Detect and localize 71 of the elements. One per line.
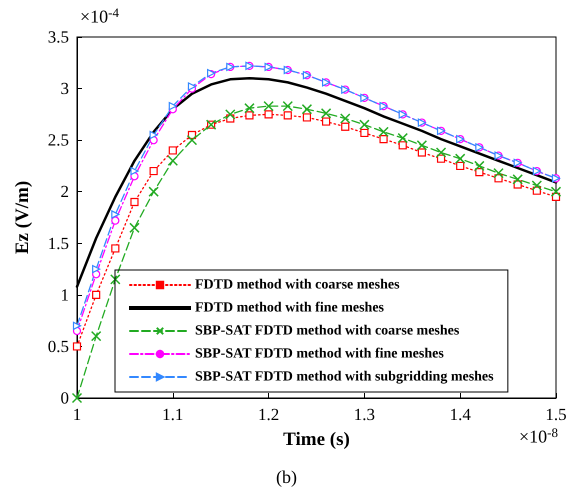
x-tick-label: 1.5 bbox=[545, 405, 567, 424]
point bbox=[436, 147, 446, 158]
point bbox=[90, 330, 102, 342]
point bbox=[284, 111, 292, 120]
point bbox=[148, 186, 159, 197]
text: (b) bbox=[276, 467, 297, 487]
point bbox=[168, 102, 177, 110]
y-tick-label: 3 bbox=[60, 79, 69, 98]
point bbox=[340, 113, 350, 124]
point bbox=[72, 342, 82, 351]
point bbox=[245, 111, 254, 120]
point bbox=[418, 148, 426, 157]
point bbox=[416, 140, 428, 151]
point bbox=[378, 126, 389, 138]
y-tick-label: 1 bbox=[60, 285, 69, 304]
x-tick-label: 1.4 bbox=[450, 405, 472, 424]
point bbox=[92, 264, 100, 274]
point bbox=[360, 128, 368, 138]
point bbox=[111, 216, 120, 225]
legend-label: SBP-SAT FDTD method with coarse meshes bbox=[195, 324, 460, 338]
point bbox=[186, 134, 198, 146]
point bbox=[398, 141, 407, 150]
legend-label: SBP-SAT FDTD method with subgridding meshes bbox=[195, 370, 494, 384]
point bbox=[397, 132, 408, 144]
point bbox=[263, 100, 274, 112]
legend-label: FDTD method with fine meshes bbox=[195, 300, 385, 316]
point bbox=[320, 108, 332, 119]
x-tick-label: 1.2 bbox=[258, 405, 280, 424]
point bbox=[110, 274, 121, 285]
y-tick-label: 3.5 bbox=[48, 28, 69, 46]
point bbox=[264, 110, 273, 118]
legend-label: SBP-SAT FDTD method with fine meshes bbox=[195, 346, 444, 362]
point bbox=[150, 166, 158, 176]
y-axis-title: Ez (V/m) bbox=[12, 180, 33, 254]
point bbox=[550, 186, 562, 197]
point bbox=[72, 322, 82, 330]
point bbox=[379, 135, 388, 144]
x-tick-label: 1 bbox=[72, 405, 82, 424]
point bbox=[456, 162, 464, 170]
y-tick-label: 0 bbox=[60, 388, 69, 408]
x-tick-label: 1.3 bbox=[354, 405, 376, 424]
y-tick-label: 2.5 bbox=[48, 130, 69, 150]
point bbox=[111, 210, 120, 219]
point bbox=[150, 130, 158, 140]
point bbox=[111, 244, 120, 253]
point bbox=[225, 109, 236, 120]
point bbox=[359, 119, 370, 130]
y-tick-label: 1.5 bbox=[48, 234, 69, 253]
point bbox=[341, 122, 350, 131]
point bbox=[302, 104, 312, 114]
legend-label: FDTD method with coarse meshes bbox=[195, 278, 400, 292]
point bbox=[72, 392, 82, 404]
point bbox=[282, 100, 294, 112]
point bbox=[244, 102, 255, 114]
y-tick-label: 2 bbox=[60, 182, 69, 202]
point bbox=[532, 180, 542, 191]
x-axis-title: Time (s) bbox=[283, 429, 350, 450]
point bbox=[512, 174, 523, 185]
point bbox=[168, 146, 177, 155]
point bbox=[454, 153, 466, 164]
point bbox=[474, 160, 485, 172]
point bbox=[130, 166, 139, 176]
point bbox=[168, 156, 178, 166]
x-tick-label: 1.1 bbox=[162, 405, 184, 424]
point bbox=[302, 113, 312, 122]
point bbox=[129, 222, 140, 234]
point bbox=[493, 168, 504, 178]
y-tick-label: 0.5 bbox=[48, 336, 69, 356]
point bbox=[92, 290, 100, 299]
point bbox=[322, 117, 330, 126]
point bbox=[130, 198, 139, 206]
